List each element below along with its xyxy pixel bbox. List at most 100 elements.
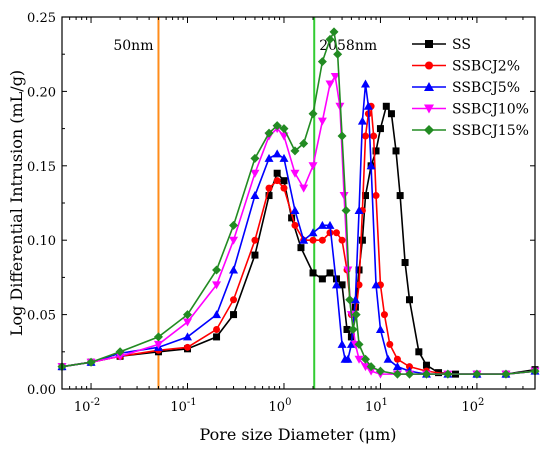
data-point xyxy=(348,324,358,334)
data-point xyxy=(366,362,376,372)
data-point xyxy=(343,325,351,333)
data-point xyxy=(317,220,327,229)
reference-labels: 50nm 2058nm xyxy=(113,38,377,54)
data-point xyxy=(273,177,281,185)
data-point xyxy=(212,281,222,290)
data-point xyxy=(382,102,390,110)
data-point xyxy=(325,80,335,89)
data-point xyxy=(396,192,404,200)
data-point xyxy=(354,339,364,349)
x-tick-label: 102 xyxy=(461,397,484,415)
data-point xyxy=(375,324,385,333)
data-point xyxy=(250,153,260,163)
data-point xyxy=(341,205,351,215)
x-tick-label: 10-1 xyxy=(170,397,196,415)
data-point xyxy=(265,192,273,200)
data-point xyxy=(366,367,376,376)
data-point xyxy=(290,146,300,156)
legend-label: SSBCJ5% xyxy=(452,80,520,96)
x-tick-exponent: 2 xyxy=(478,397,484,408)
data-point xyxy=(309,269,317,277)
data-point xyxy=(264,128,274,138)
data-point xyxy=(290,205,300,214)
data-point xyxy=(272,149,282,158)
data-point xyxy=(325,220,335,229)
reference-line-label: 2058nm xyxy=(319,38,377,54)
data-point xyxy=(290,169,300,178)
y-tick-label: 0.00 xyxy=(27,383,56,398)
data-point xyxy=(421,369,431,379)
data-point xyxy=(404,369,414,379)
legend: SS SSBCJ2% SSBCJ5% SSBCJ10% SSBCJ15% xyxy=(412,37,529,139)
data-point xyxy=(213,325,221,333)
data-point xyxy=(212,310,222,319)
data-point xyxy=(405,296,413,304)
data-point xyxy=(337,339,347,348)
data-point xyxy=(362,132,370,140)
series-ssbcj15- xyxy=(57,27,540,379)
data-point xyxy=(230,296,238,304)
series-line xyxy=(61,104,536,375)
legend-marker xyxy=(425,61,433,70)
data-point xyxy=(472,369,482,379)
x-tick-label: 101 xyxy=(365,397,388,415)
data-point xyxy=(361,79,371,88)
y-tick-label: 0.15 xyxy=(27,160,56,175)
data-point xyxy=(115,347,125,357)
x-tick-base: 10 xyxy=(269,400,286,415)
data-point xyxy=(501,369,511,379)
reference-lines xyxy=(157,17,316,389)
data-point xyxy=(279,124,289,134)
data-point xyxy=(363,101,373,110)
data-point xyxy=(355,281,363,289)
data-point xyxy=(393,355,401,363)
data-point xyxy=(309,236,317,244)
data-point xyxy=(386,340,394,348)
data-point xyxy=(280,184,288,192)
x-tick-label: 100 xyxy=(269,397,292,415)
data-point xyxy=(371,280,381,289)
data-point xyxy=(343,354,353,363)
data-point xyxy=(330,73,340,82)
series-ssbcj10- xyxy=(57,73,540,379)
data-point xyxy=(318,236,326,244)
y-tick-label: 0.05 xyxy=(27,309,56,324)
data-point xyxy=(229,265,239,274)
x-tick-exponent: -2 xyxy=(90,397,100,408)
data-point xyxy=(361,363,371,372)
data-point xyxy=(375,366,385,376)
data-point xyxy=(380,311,388,319)
data-point xyxy=(333,49,343,59)
x-tick-exponent: -1 xyxy=(187,397,197,408)
data-point xyxy=(265,184,273,192)
series-ss xyxy=(58,102,539,378)
legend-label: SS xyxy=(452,37,471,53)
x-axis: 10-2 10-1 100 101 102 xyxy=(61,17,536,415)
data-point xyxy=(401,259,409,267)
data-point xyxy=(362,192,370,200)
data-point xyxy=(230,311,238,319)
data-point xyxy=(370,132,378,140)
data-point xyxy=(325,34,335,44)
data-point xyxy=(297,244,305,252)
x-tick-exponent: 0 xyxy=(285,397,291,408)
data-point xyxy=(346,339,356,348)
y-tick-label: 0.25 xyxy=(27,11,56,26)
data-point xyxy=(326,269,334,277)
data-point xyxy=(183,332,193,341)
data-point xyxy=(372,147,380,155)
data-point xyxy=(392,362,402,371)
data-point xyxy=(251,236,259,244)
x-axis-title: Pore size Diameter (μm) xyxy=(199,425,396,444)
data-point xyxy=(264,153,274,162)
y-tick-label: 0.20 xyxy=(27,85,56,100)
data-point xyxy=(229,220,239,230)
data-point xyxy=(358,236,366,244)
data-point xyxy=(350,295,360,304)
data-point xyxy=(372,192,380,200)
data-point xyxy=(279,153,289,162)
x-tick-base: 10 xyxy=(365,400,382,415)
data-point xyxy=(361,354,371,364)
data-point xyxy=(339,192,349,201)
